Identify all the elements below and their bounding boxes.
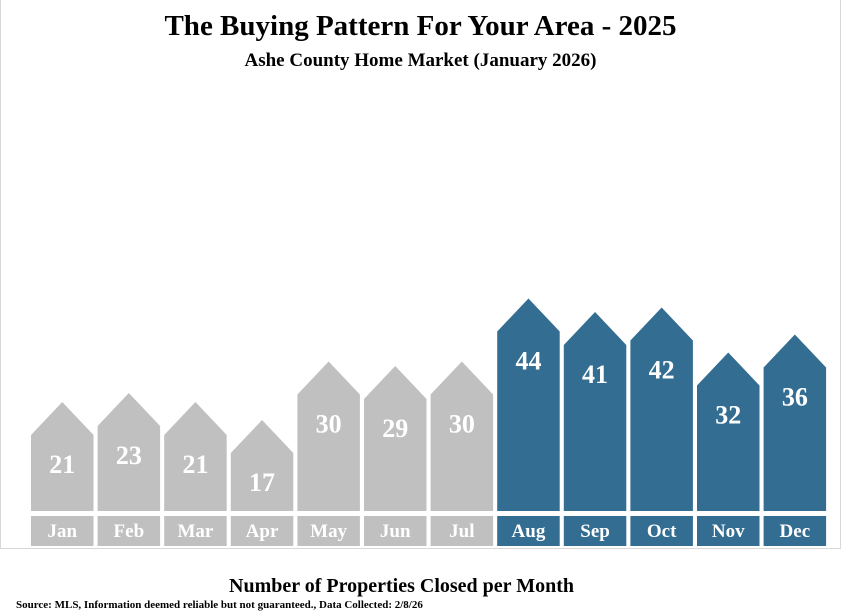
data-label: 23 [116, 441, 142, 470]
bar-mar [164, 402, 227, 511]
bar-feb [97, 393, 161, 511]
tick-label: May [310, 521, 347, 542]
bar-may [297, 361, 360, 511]
tick-label: Jan [47, 521, 77, 542]
chart-title: The Buying Pattern For Your Area - 2025 [164, 10, 677, 42]
month-label-box [97, 516, 161, 546]
frame-left-border [0, 0, 1, 548]
bar-chart: 21 Jan 23 Feb 21 Mar 17 Apr 30 May 29 Jun 30 Jul 44 Aug… [31, 298, 827, 546]
bar-nov [697, 352, 760, 511]
tick-label: Sep [580, 521, 610, 542]
month-label-box [364, 516, 427, 546]
data-label: 17 [249, 468, 275, 497]
bar-dec [763, 334, 827, 511]
tick-label: Oct [647, 521, 677, 542]
data-label: 42 [649, 356, 675, 385]
data-label: 36 [782, 383, 808, 412]
frame-bottom-border [0, 548, 841, 549]
data-label: 21 [49, 450, 75, 479]
bar-sep [563, 312, 627, 511]
tick-label: Jul [449, 521, 474, 542]
month-label-box [563, 516, 627, 546]
x-axis-title: Number of Properties Closed per Month [229, 575, 574, 597]
source-note: Source: MLS, Information deemed reliable… [16, 599, 423, 611]
bar-aug [497, 298, 560, 511]
tick-label: Feb [114, 521, 145, 542]
data-label: 32 [715, 401, 741, 430]
tick-label: Dec [780, 521, 811, 542]
bar-oct [630, 307, 693, 511]
month-label-box [31, 516, 94, 546]
data-label: 44 [515, 347, 541, 376]
tick-label: Apr [246, 521, 279, 542]
data-label: 21 [182, 450, 208, 479]
data-label: 30 [316, 410, 342, 439]
bar-jun [364, 366, 427, 511]
month-label-box [164, 516, 227, 546]
month-label-box [430, 516, 494, 546]
tick-label: Aug [512, 521, 546, 542]
data-label: 41 [582, 360, 608, 389]
data-label: 30 [449, 410, 475, 439]
tick-label: Jun [380, 521, 411, 542]
tick-label: Mar [178, 521, 214, 542]
month-label-box [230, 516, 294, 546]
bar-jul [430, 361, 494, 511]
month-label-box [497, 516, 560, 546]
chart-subtitle: Ashe County Home Market (January 2026) [244, 50, 597, 71]
bar-jan [31, 402, 94, 511]
data-label: 29 [382, 414, 408, 443]
month-label-box [697, 516, 760, 546]
month-label-box [630, 516, 693, 546]
month-label-box [763, 516, 827, 546]
month-label-box [297, 516, 360, 546]
tick-label: Nov [712, 521, 745, 542]
bar-apr [230, 420, 294, 511]
